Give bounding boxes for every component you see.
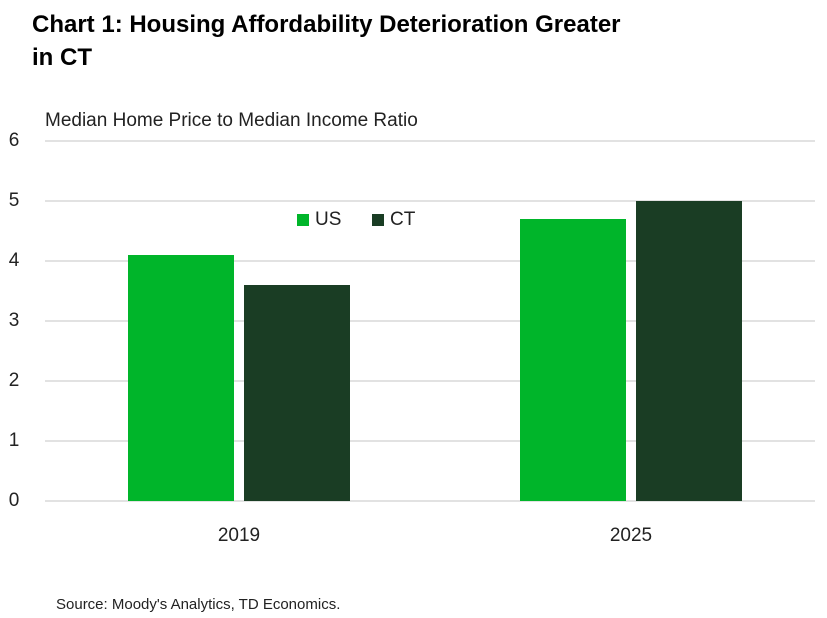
y-tick-label: 2 [9, 370, 20, 391]
y-tick-label: 1 [9, 430, 20, 451]
bar [128, 255, 234, 501]
legend-label: CT [390, 209, 416, 230]
y-tick-label: 3 [9, 310, 20, 331]
bar [636, 201, 742, 501]
x-tick-label: 2019 [218, 525, 260, 546]
y-tick-label: 6 [9, 130, 20, 151]
legend-label: US [315, 209, 341, 230]
chart-subtitle: Median Home Price to Median Income Ratio [45, 110, 418, 131]
x-tick-label: 2025 [610, 525, 652, 546]
legend-swatch [372, 214, 384, 226]
y-tick-label: 4 [9, 250, 20, 271]
legend-swatch [297, 214, 309, 226]
source-note: Source: Moody's Analytics, TD Economics. [56, 596, 340, 613]
y-tick-label: 5 [9, 190, 20, 211]
y-tick-label: 0 [9, 490, 20, 511]
chart-title: Chart 1: Housing Affordability Deteriora… [32, 11, 621, 71]
bar [520, 219, 626, 501]
bar [244, 285, 350, 501]
